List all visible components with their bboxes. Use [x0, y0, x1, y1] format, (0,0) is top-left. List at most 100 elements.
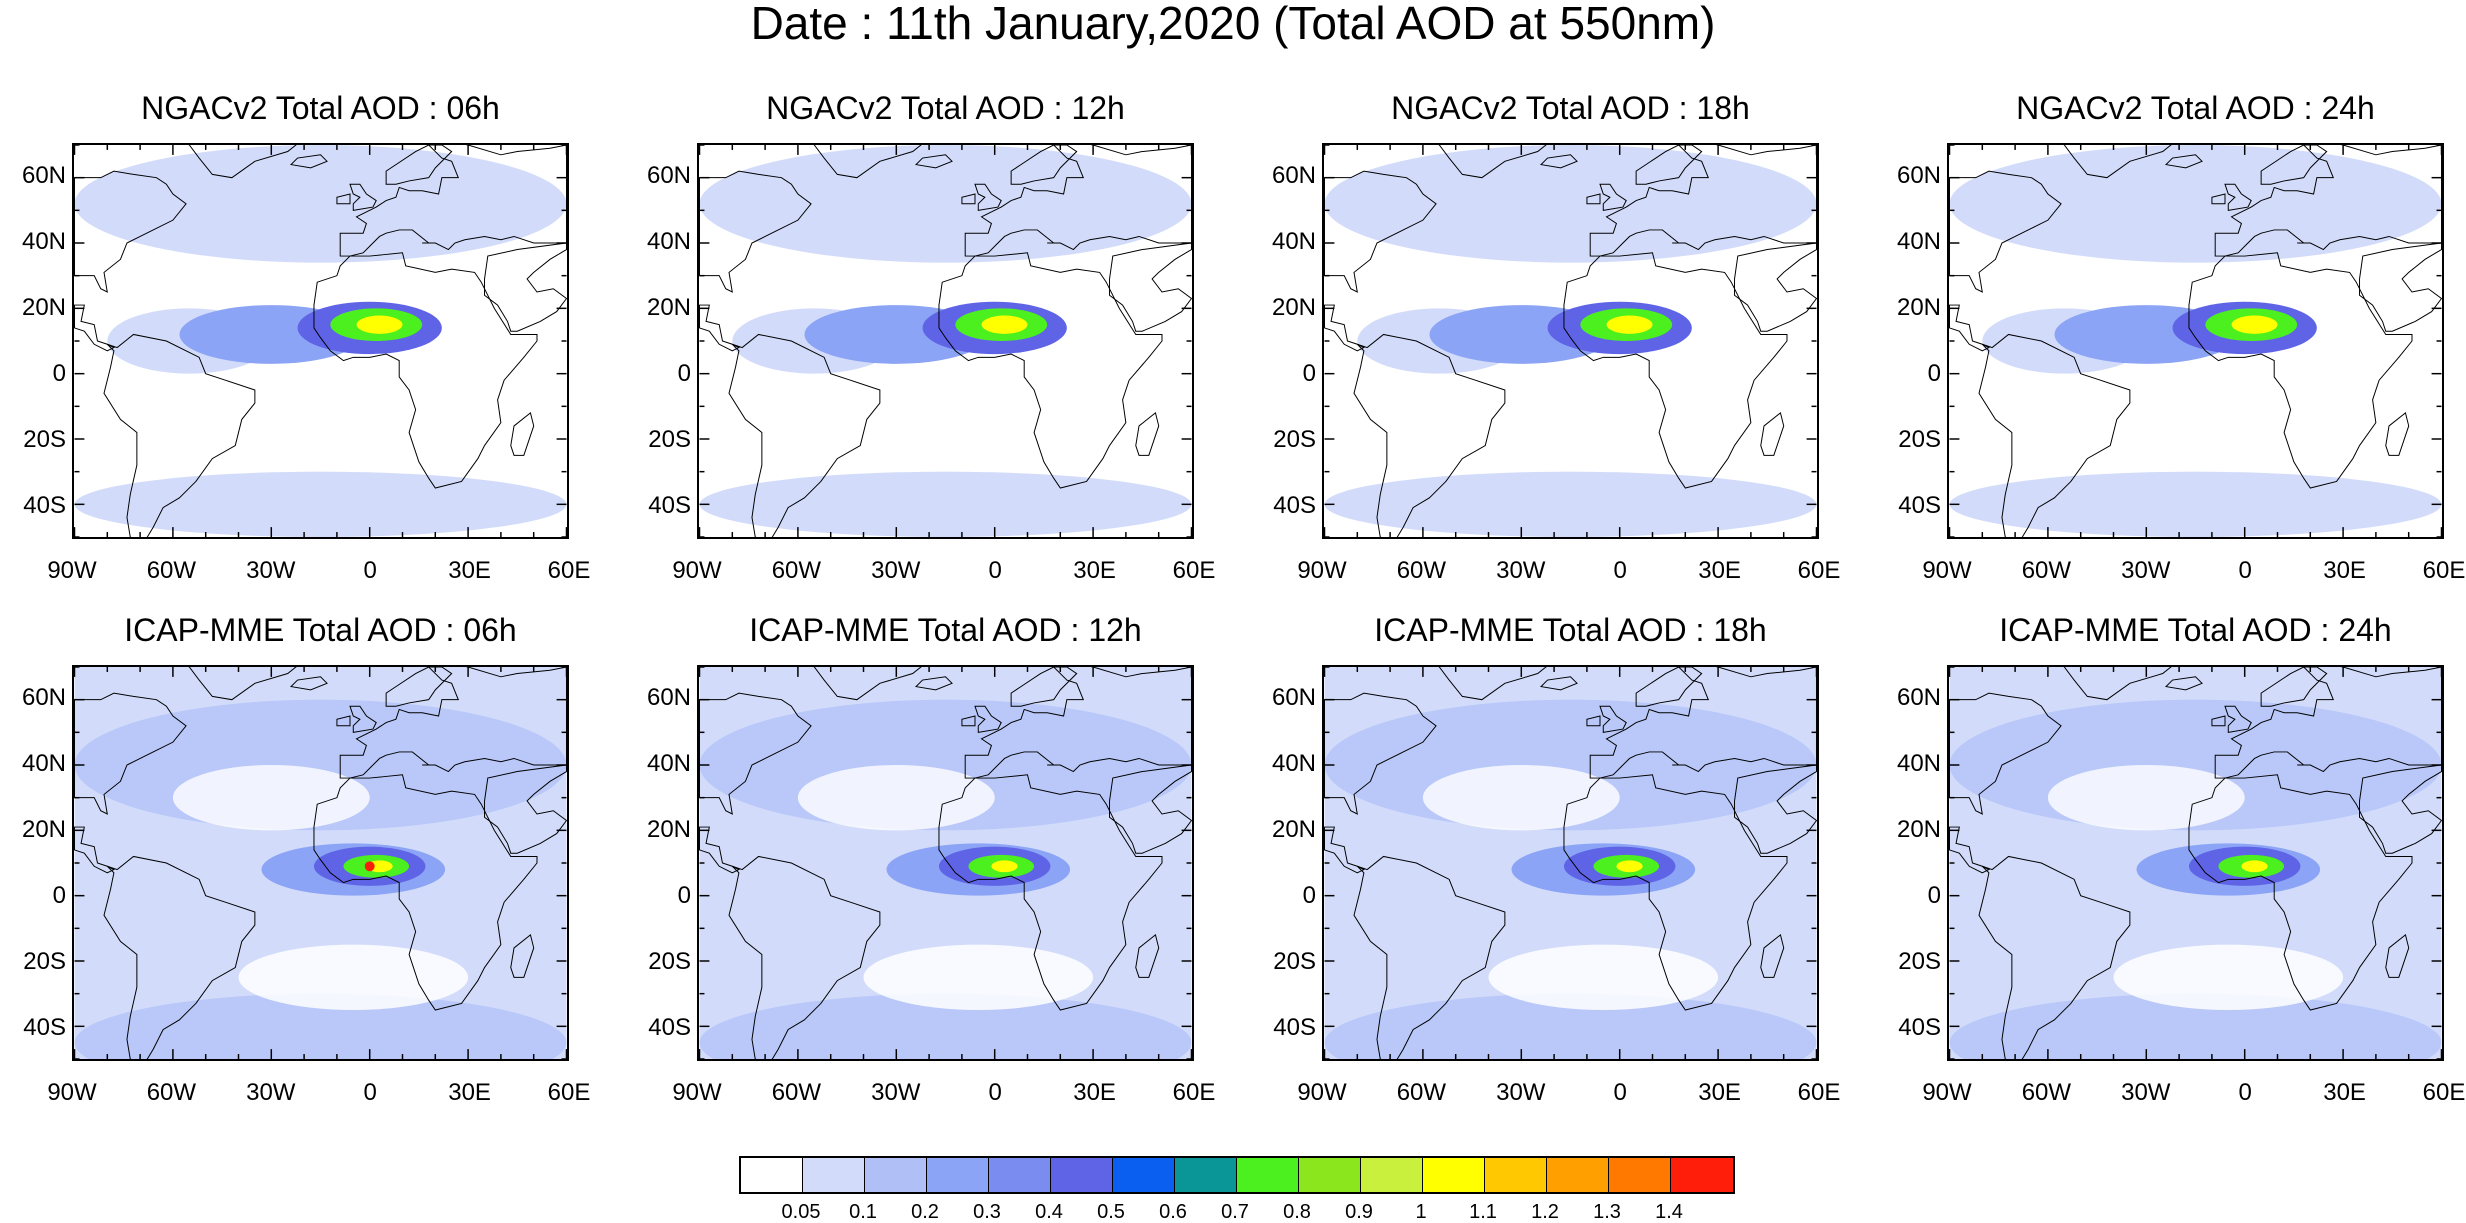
lon-tick-label: 60E — [547, 557, 591, 584]
aod-map — [1949, 145, 2442, 537]
aod-band — [2047, 765, 2245, 831]
lon-tick-label: 30W — [246, 1079, 296, 1106]
lon-tick-label: 30E — [1698, 557, 1741, 584]
map-panel-ngacv2-06h — [72, 143, 569, 539]
coastline — [336, 193, 351, 205]
lat-tick-label: 20N — [646, 294, 691, 321]
colorbar-swatch — [1423, 1158, 1485, 1192]
aod-plume-peak-aod — [2241, 860, 2268, 873]
coastline — [188, 145, 297, 179]
colorbar-swatch — [1671, 1158, 1733, 1192]
panel-title: ICAP-MME Total AOD : 06h — [124, 612, 517, 648]
coastline — [2211, 715, 2226, 727]
coastline — [1635, 667, 1703, 707]
lon-tick-label: 0 — [363, 557, 377, 584]
lat-tick-label: 60N — [1271, 162, 1316, 189]
coastline — [74, 692, 187, 815]
lon-tick-label: 60W — [771, 1079, 822, 1106]
map-panel-icap-mme-12h — [697, 665, 1194, 1061]
lat-tick-label: 60N — [21, 162, 66, 189]
aod-plume-peak-aod — [2231, 315, 2278, 334]
coastline — [1563, 252, 1788, 489]
aod-band — [797, 765, 995, 831]
panel-title: NGACv2 Total AOD : 18h — [1391, 90, 1750, 126]
colorbar-label: 0.7 — [1221, 1201, 1249, 1223]
colorbar-swatch — [1547, 1158, 1609, 1192]
aod-map — [1949, 667, 2442, 1059]
aod-band — [1488, 944, 1719, 1010]
lon-tick-label: 60E — [1172, 557, 1216, 584]
lon-tick-label: 0 — [1613, 1079, 1627, 1106]
coastline — [336, 715, 351, 727]
lat-tick-label: 40N — [646, 228, 691, 255]
lon-tick-label: 30W — [246, 557, 296, 584]
lat-tick-label: 40S — [1273, 492, 1316, 519]
coastline — [349, 183, 377, 211]
coastline — [2260, 145, 2328, 185]
colorbar-label: 0.9 — [1345, 1201, 1373, 1223]
coastline — [2164, 154, 2203, 169]
coastline — [1010, 145, 1078, 185]
lon-tick-label: 30E — [1698, 1079, 1741, 1106]
colorbar-swatch — [1237, 1158, 1299, 1192]
coastline — [961, 715, 976, 727]
coastline — [1760, 412, 1785, 456]
colorbar-swatch — [803, 1158, 865, 1192]
coastline — [1135, 412, 1160, 456]
lon-tick-label: 0 — [988, 1079, 1002, 1106]
coastline — [2359, 242, 2442, 332]
lon-tick-label: 0 — [988, 557, 1002, 584]
panel-title: NGACv2 Total AOD : 06h — [141, 90, 500, 126]
coastline — [510, 934, 535, 978]
lon-tick-label: 60E — [2422, 1079, 2466, 1106]
coastline — [1949, 170, 2062, 293]
lat-tick-label: 20N — [21, 816, 66, 843]
lat-tick-label: 0 — [677, 360, 691, 387]
coastline — [510, 412, 535, 456]
lat-tick-label: 0 — [52, 360, 66, 387]
aod-map — [1324, 145, 1817, 537]
lat-tick-label: 40N — [646, 750, 691, 777]
aod-band — [1324, 145, 1817, 263]
coastline — [974, 183, 1002, 211]
lon-tick-label: 90W — [1922, 557, 1972, 584]
coastline — [813, 667, 922, 701]
coastline — [2385, 412, 2410, 456]
coastline — [1353, 333, 1506, 537]
lat-tick-label: 20N — [1896, 816, 1941, 843]
lat-tick-label: 20S — [648, 426, 691, 453]
lon-tick-label: 30E — [448, 1079, 491, 1106]
colorbar-swatch — [1609, 1158, 1671, 1192]
lat-tick-label: 0 — [1302, 360, 1316, 387]
colorbar-label: 0.5 — [1097, 1201, 1125, 1223]
coastline — [1563, 774, 1788, 1011]
aod-band — [1949, 471, 2442, 537]
lat-tick-label: 60N — [1271, 684, 1316, 711]
lon-tick-label: 60E — [1797, 1079, 1841, 1106]
coastline — [74, 826, 116, 874]
coastline — [1586, 715, 1601, 727]
coastline — [1635, 145, 1703, 185]
lon-tick-label: 0 — [2238, 557, 2252, 584]
lon-tick-label: 90W — [672, 557, 722, 584]
colorbar-label: 0.1 — [849, 1201, 877, 1223]
aod-plume-peak-aod — [356, 315, 403, 334]
map-panel-ngacv2-12h — [697, 143, 1194, 539]
aod-map — [699, 667, 1192, 1059]
lon-tick-label: 30E — [2323, 557, 2366, 584]
aod-map — [699, 145, 1192, 537]
lon-tick-label: 90W — [1297, 1079, 1347, 1106]
map-panel-icap-mme-24h — [1947, 665, 2444, 1061]
coastline — [699, 304, 741, 352]
coastline — [728, 855, 881, 1059]
aod-band — [74, 471, 567, 537]
lat-tick-label: 60N — [1896, 162, 1941, 189]
coastline — [1324, 826, 1366, 874]
lat-tick-label: 40N — [21, 750, 66, 777]
coastline — [2188, 252, 2413, 489]
coastline — [914, 154, 953, 169]
panel-title: NGACv2 Total AOD : 24h — [2016, 90, 2375, 126]
coastline — [938, 252, 1163, 489]
coastline — [1324, 304, 1366, 352]
lat-tick-label: 20N — [1271, 294, 1316, 321]
